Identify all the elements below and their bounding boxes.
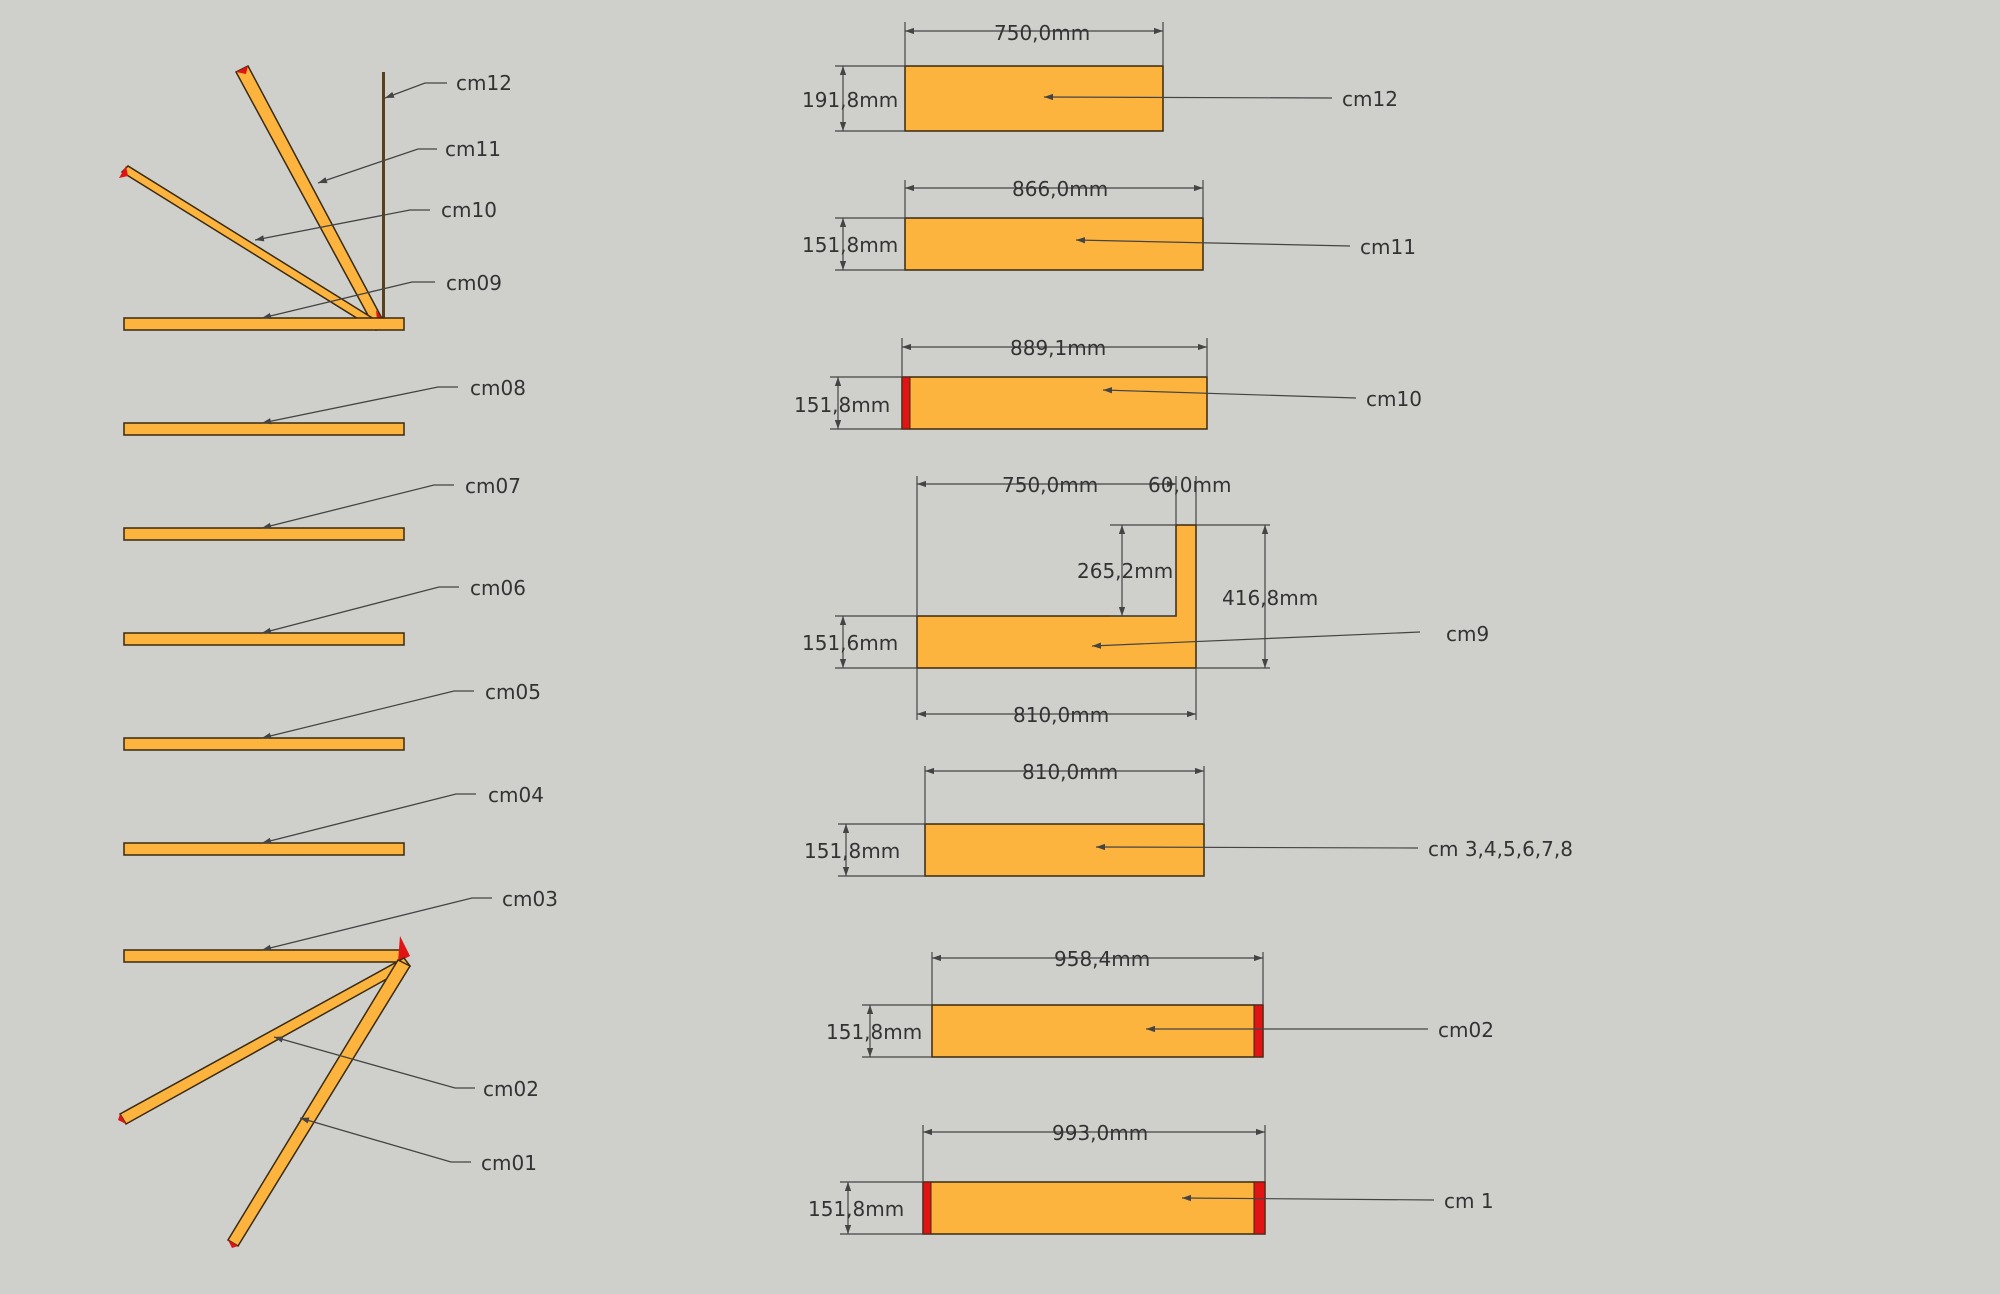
leader-cm03	[261, 897, 492, 951]
leader-cm07	[261, 484, 454, 529]
cm9-top-tab-label: 60,0mm	[1148, 473, 1232, 497]
board-cm1	[922, 1181, 1266, 1235]
end-cut-cm02	[118, 1114, 126, 1124]
leader-cm11	[317, 148, 437, 184]
cm3-8-length-label: 810,0mm	[1022, 760, 1118, 784]
leader-part-cm11	[1075, 237, 1351, 247]
leader-cm05	[261, 690, 474, 739]
board-cm09-side	[123, 317, 405, 331]
board-cm9	[916, 524, 1197, 669]
label-cm04: cm04	[488, 783, 544, 807]
parts-view: 750,0mm 191,8mm cm12 866,0mm 151,8mm cm1…	[794, 21, 1573, 1235]
end-cut-cm02-part	[1253, 1004, 1264, 1058]
cm9-part-label: cm9	[1446, 622, 1489, 646]
label-cm11: cm11	[445, 137, 501, 161]
cm12-length-label: 750,0mm	[994, 21, 1090, 45]
part-cm11: 866,0mm 151,8mm cm11	[802, 177, 1416, 271]
board-cm11	[904, 217, 1204, 271]
end-cut-cm1-right	[1253, 1181, 1266, 1235]
board-cm04-side	[123, 842, 405, 856]
part-cm12: 750,0mm 191,8mm cm12	[802, 21, 1398, 132]
label-cm06: cm06	[470, 576, 526, 600]
board-cm05-side	[123, 737, 405, 751]
board-cm03-side	[123, 949, 405, 963]
cm02-width-label: 151,8mm	[826, 1020, 922, 1044]
leader-cm02	[273, 1036, 475, 1089]
label-cm03: cm03	[502, 887, 558, 911]
end-cut-cm1-left	[922, 1181, 932, 1235]
cm02-part-label: cm02	[1438, 1018, 1494, 1042]
cm1-width-label: 151,8mm	[808, 1197, 904, 1221]
part-cm10: 889,1mm 151,8mm cm10	[794, 336, 1422, 430]
board-cm12	[904, 65, 1164, 132]
cm11-length-label: 866,0mm	[1012, 177, 1108, 201]
leader-part-cm9	[1091, 631, 1421, 649]
end-cut-bottom	[398, 936, 410, 962]
cm12-part-label: cm12	[1342, 87, 1398, 111]
cm02-length-label: 958,4mm	[1054, 947, 1150, 971]
end-cut-cm10-part	[901, 376, 911, 430]
label-cm07: cm07	[465, 474, 521, 498]
leader-part-cm3-8	[1095, 843, 1419, 851]
end-cut-cm01	[228, 1240, 238, 1248]
part-cm02: 958,4mm 151,8mm cm02	[826, 947, 1494, 1058]
cm11-part-label: cm11	[1360, 235, 1416, 259]
leader-part-cm12	[1043, 93, 1333, 101]
label-cm01: cm01	[481, 1151, 537, 1175]
label-cm08: cm08	[470, 376, 526, 400]
board-cm06-side	[123, 632, 405, 646]
leader-cm12	[384, 82, 447, 99]
cm10-length-label: 889,1mm	[1010, 336, 1106, 360]
cm1-part-label: cm 1	[1444, 1189, 1494, 1213]
cm1-length-label: 993,0mm	[1052, 1121, 1148, 1145]
leader-cm06	[261, 586, 459, 634]
leader-cm10	[254, 209, 430, 242]
board-cm12-side	[382, 72, 385, 330]
label-cm05: cm05	[485, 680, 541, 704]
end-cut-cm11	[236, 66, 248, 74]
cm9-total-height-label: 416,8mm	[1222, 586, 1318, 610]
leader-part-cm10	[1102, 387, 1357, 399]
cm10-part-label: cm10	[1366, 387, 1422, 411]
leader-cm09	[261, 281, 435, 319]
cm10-width-label: 151,8mm	[794, 393, 890, 417]
cm3-8-width-label: 151,8mm	[804, 839, 900, 863]
leader-cm01	[299, 1117, 471, 1163]
cm9-width-label: 151,6mm	[802, 631, 898, 655]
part-cm3-8: 810,0mm 151,8mm cm 3,4,5,6,7,8	[804, 760, 1573, 877]
cm9-bottom-length-label: 810,0mm	[1013, 703, 1109, 727]
cm3-8-part-label: cm 3,4,5,6,7,8	[1428, 837, 1573, 861]
board-cm07-side	[123, 527, 405, 541]
board-cm02-side	[118, 957, 412, 1126]
assembly-view: cm12 cm11 cm10 cm09 cm08 cm07 cm06 cm05 …	[118, 65, 558, 1248]
board-cm02	[931, 1004, 1264, 1058]
label-cm02: cm02	[483, 1077, 539, 1101]
cm12-width-label: 191,8mm	[802, 88, 898, 112]
cm11-width-label: 151,8mm	[802, 233, 898, 257]
board-cm01-side	[226, 959, 412, 1248]
label-cm12: cm12	[456, 71, 512, 95]
board-cm08-side	[123, 422, 405, 436]
label-cm09: cm09	[446, 271, 502, 295]
cm9-top-length-label: 750,0mm	[1002, 473, 1098, 497]
leader-part-cm1	[1181, 1194, 1435, 1202]
cm9-inner-height-label: 265,2mm	[1077, 559, 1173, 583]
end-cut-cm10	[119, 166, 128, 178]
board-cm10	[901, 376, 1208, 430]
part-cm1: 993,0mm 151,8mm cm 1	[808, 1121, 1494, 1235]
part-cm9: 750,0mm 60,0mm 265,2mm 416,8mm 151,6mm 8…	[802, 473, 1489, 727]
board-cm3-8	[924, 823, 1205, 877]
leader-cm08	[261, 386, 458, 425]
leader-cm04	[261, 793, 476, 844]
label-cm10: cm10	[441, 198, 497, 222]
